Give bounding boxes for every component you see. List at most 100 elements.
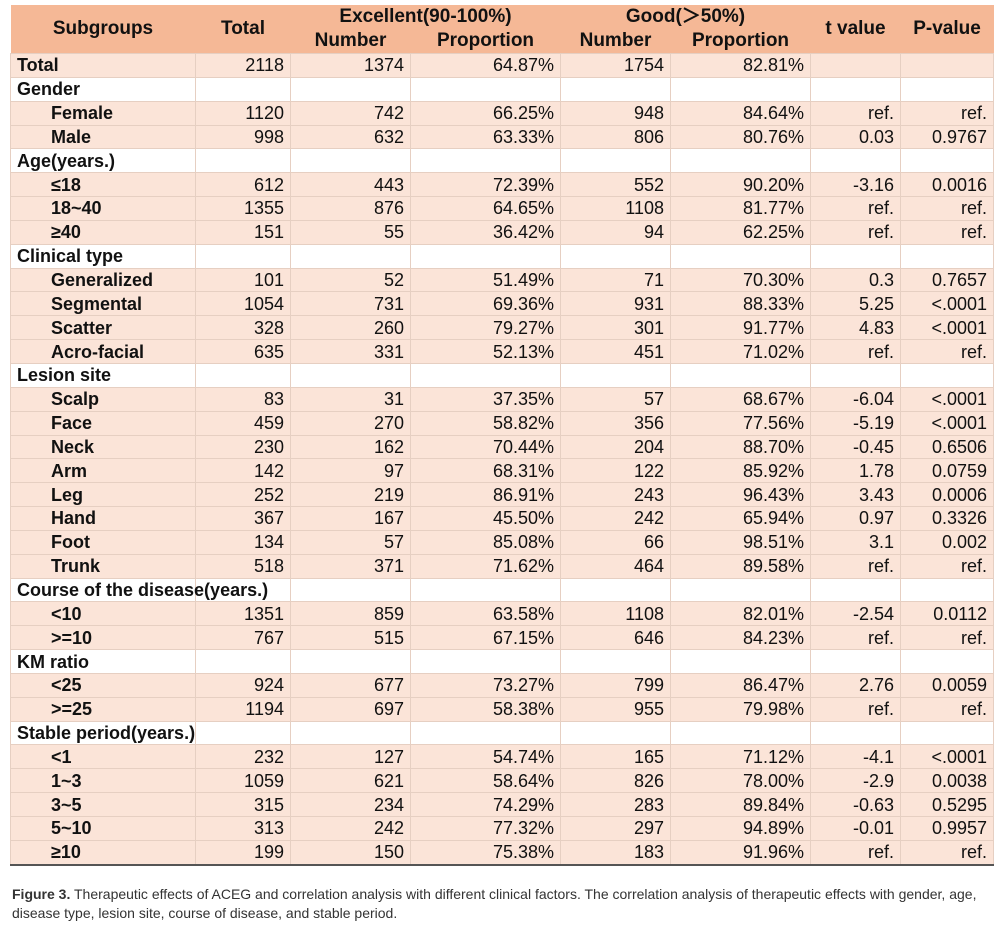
cell: <.0001 xyxy=(900,386,994,412)
cell: 0.97 xyxy=(810,506,901,531)
cell: 63.58% xyxy=(410,601,561,627)
data-row: 5~10 313 242 77.32% 297 94.89% -0.01 0.9957 xyxy=(10,816,994,841)
cell: 134 xyxy=(195,529,291,555)
cell: 77.56% xyxy=(670,410,811,436)
data-row: ≥40 151 55 36.42% 94 62.25% ref. ref. xyxy=(10,219,994,245)
row-label: Hand xyxy=(10,506,196,531)
cell: 90.20% xyxy=(670,172,811,198)
cell: 122 xyxy=(560,458,671,484)
row-label: 5~10 xyxy=(10,816,196,841)
cell: 219 xyxy=(290,482,411,508)
row-label: Scatter xyxy=(10,315,196,341)
cell: 3.1 xyxy=(810,529,901,555)
row-label: Male xyxy=(10,124,196,150)
row-label: <25 xyxy=(10,672,196,698)
row-label: ≤18 xyxy=(10,172,196,198)
cell: 75.38% xyxy=(410,839,561,866)
cell: ref. xyxy=(810,100,901,126)
group-row: Lesion site xyxy=(10,362,994,388)
cell: 1054 xyxy=(195,291,291,317)
cell: ref. xyxy=(810,839,901,866)
data-row: Male 998 632 63.33% 806 80.76% 0.03 0.9767 xyxy=(10,124,994,150)
cell xyxy=(670,720,811,746)
data-row: <10 1351 859 63.58% 1108 82.01% -2.54 0.0112 xyxy=(10,601,994,627)
cell xyxy=(410,243,561,269)
caption-label: Figure 3. xyxy=(12,886,71,902)
cell: -2.9 xyxy=(810,768,901,794)
cell: 167 xyxy=(290,506,411,531)
cell: ref. xyxy=(810,696,901,722)
cell xyxy=(810,53,901,78)
cell: 1108 xyxy=(560,601,671,627)
cell: -0.63 xyxy=(810,792,901,817)
data-row: ≤18 612 443 72.39% 552 90.20% -3.16 0.0016 xyxy=(10,172,994,198)
row-label: Generalized xyxy=(10,267,196,293)
cell: 1355 xyxy=(195,196,291,221)
cell: 0.3326 xyxy=(900,506,994,531)
cell: 127 xyxy=(290,744,411,770)
cell: 79.27% xyxy=(410,315,561,341)
row-label: Face xyxy=(10,410,196,436)
group-row: KM ratio xyxy=(10,649,994,674)
cell: 677 xyxy=(290,672,411,698)
cell: ref. xyxy=(810,625,901,651)
row-label: >=10 xyxy=(10,625,196,651)
cell xyxy=(900,148,994,174)
data-row: 18~40 1355 876 64.65% 1108 81.77% ref. ref. xyxy=(10,196,994,221)
cell xyxy=(195,649,291,674)
cell: 98.51% xyxy=(670,529,811,555)
data-row: Female 1120 742 66.25% 948 84.64% ref. ref. xyxy=(10,100,994,126)
cell: 66 xyxy=(560,529,671,555)
cell: -6.04 xyxy=(810,386,901,412)
cell: 0.0759 xyxy=(900,458,994,484)
cell: 0.002 xyxy=(900,529,994,555)
cell: -3.16 xyxy=(810,172,901,198)
data-row: Foot 134 57 85.08% 66 98.51% 3.1 0.002 xyxy=(10,529,994,555)
cell: 270 xyxy=(290,410,411,436)
header-cell: t value xyxy=(810,5,901,54)
cell xyxy=(410,577,561,603)
cell xyxy=(900,649,994,674)
cell: ref. xyxy=(900,625,994,651)
cell: 328 xyxy=(195,315,291,341)
group-row: Clinical type xyxy=(10,243,994,269)
row-label: KM ratio xyxy=(10,649,196,674)
cell xyxy=(900,720,994,746)
cell: 315 xyxy=(195,792,291,817)
cell: 0.0016 xyxy=(900,172,994,198)
cell: 621 xyxy=(290,768,411,794)
header-cell: P-value xyxy=(900,5,994,54)
cell xyxy=(290,649,411,674)
cell: 64.87% xyxy=(410,53,561,78)
cell: 71.12% xyxy=(670,744,811,770)
cell xyxy=(810,649,901,674)
cell xyxy=(560,76,671,102)
cell xyxy=(195,577,291,603)
cell xyxy=(670,243,811,269)
row-label: Leg xyxy=(10,482,196,508)
row-label: 18~40 xyxy=(10,196,196,221)
cell xyxy=(670,76,811,102)
cell xyxy=(900,243,994,269)
cell: 55 xyxy=(290,219,411,245)
cell: 612 xyxy=(195,172,291,198)
cell: -0.45 xyxy=(810,434,901,460)
cell: 70.30% xyxy=(670,267,811,293)
cell: 58.82% xyxy=(410,410,561,436)
cell: 367 xyxy=(195,506,291,531)
cell: 283 xyxy=(560,792,671,817)
cell xyxy=(560,243,671,269)
cell: 64.65% xyxy=(410,196,561,221)
row-label: Total xyxy=(10,53,196,78)
cell: 86.91% xyxy=(410,482,561,508)
cell xyxy=(410,148,561,174)
cell: 552 xyxy=(560,172,671,198)
cell xyxy=(410,720,561,746)
cell: 0.03 xyxy=(810,124,901,150)
row-label: <10 xyxy=(10,601,196,627)
cell: 86.47% xyxy=(670,672,811,698)
cell xyxy=(900,577,994,603)
cell: 70.44% xyxy=(410,434,561,460)
cell: 464 xyxy=(560,553,671,579)
data-row: 1~3 1059 621 58.64% 826 78.00% -2.9 0.0038 xyxy=(10,768,994,794)
